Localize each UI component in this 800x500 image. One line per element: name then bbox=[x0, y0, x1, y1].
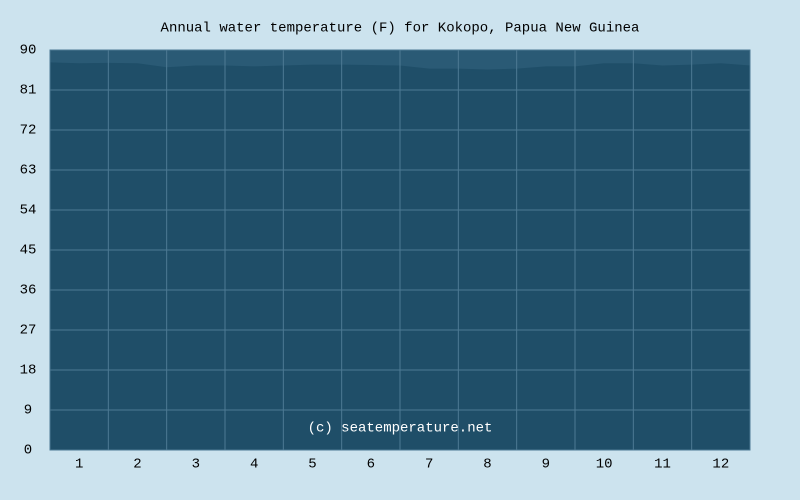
y-tick-label: 54 bbox=[20, 203, 37, 219]
y-tick-label: 36 bbox=[20, 283, 37, 299]
x-tick-label: 9 bbox=[542, 457, 550, 473]
y-tick-label: 9 bbox=[24, 403, 32, 419]
x-tick-label: 10 bbox=[596, 457, 613, 473]
plot-border bbox=[49, 49, 751, 451]
y-tick-label: 18 bbox=[20, 363, 37, 379]
x-tick-label: 7 bbox=[425, 457, 433, 473]
y-tick-label: 63 bbox=[20, 163, 37, 179]
x-tick-label: 11 bbox=[654, 457, 671, 473]
x-tick-label: 1 bbox=[75, 457, 83, 473]
x-tick-label: 2 bbox=[133, 457, 141, 473]
annotation: (c) seatemperature.net bbox=[308, 421, 493, 437]
x-tick-label: 3 bbox=[192, 457, 200, 473]
x-tick-label: 8 bbox=[483, 457, 491, 473]
y-tick-label: 90 bbox=[20, 43, 37, 59]
y-tick-label: 45 bbox=[20, 243, 37, 259]
x-tick-label: 5 bbox=[308, 457, 316, 473]
y-tick-label: 27 bbox=[20, 323, 37, 339]
y-tick-label: 72 bbox=[20, 123, 37, 139]
y-tick-label: 0 bbox=[24, 443, 32, 459]
x-tick-label: 6 bbox=[367, 457, 375, 473]
y-tick-label: 81 bbox=[20, 83, 37, 99]
x-tick-label: 12 bbox=[712, 457, 729, 473]
chart-title: Annual water temperature (F) for Kokopo,… bbox=[161, 21, 640, 37]
x-tick-label: 4 bbox=[250, 457, 258, 473]
